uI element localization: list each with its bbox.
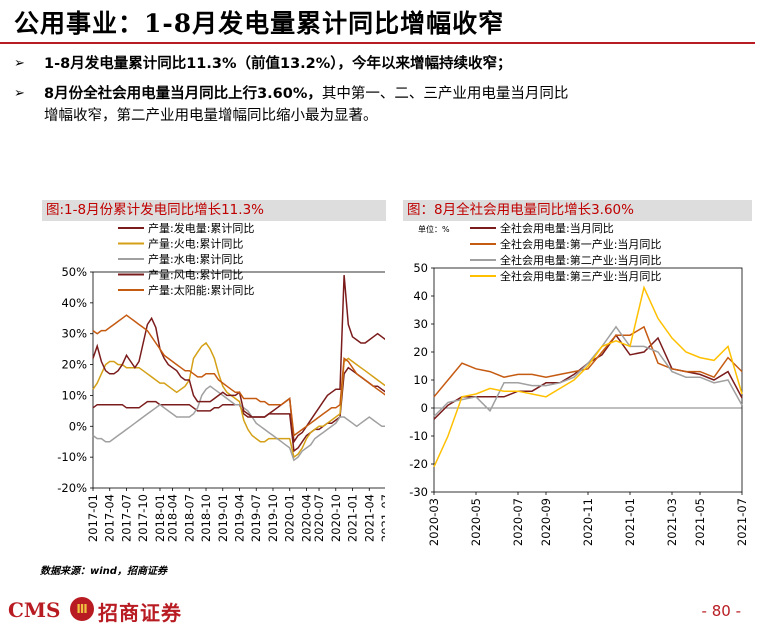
y-tick-label: 40% bbox=[61, 296, 87, 310]
y-tick-label: 50% bbox=[61, 265, 87, 279]
y-tick-label: -20% bbox=[57, 481, 87, 495]
bullet-2-text: 8月份全社会用电量当月同比上行3.60%，其中第一、二、三产业用电量当月同比 bbox=[44, 83, 568, 105]
bullet-2-rest: 其中第一、二、三产业用电量当月同比 bbox=[321, 86, 569, 102]
x-tick-label: 2020-05 bbox=[469, 498, 483, 546]
x-tick-label: 2020-01 bbox=[283, 494, 297, 542]
x-tick-label: 2020-11 bbox=[581, 498, 595, 546]
y-tick-label: 30% bbox=[61, 327, 87, 341]
legend-label: 产量:发电量:累计同比 bbox=[148, 222, 254, 235]
x-tick-label: 2017-10 bbox=[136, 494, 150, 542]
x-tick-label: 2021-04 bbox=[362, 494, 376, 542]
unit-label: 单位：% bbox=[418, 224, 450, 234]
x-tick-label: 2021-07 bbox=[735, 498, 749, 546]
bullet-arrow-icon: ➢ bbox=[14, 56, 25, 71]
x-tick-label: 2020-04 bbox=[299, 494, 313, 542]
logo-emblem-icon: Ⅲ bbox=[70, 597, 94, 621]
y-tick-label: -10 bbox=[409, 429, 428, 443]
x-tick-label: 2020-09 bbox=[539, 498, 553, 546]
x-tick-label: 2021-01 bbox=[346, 494, 360, 542]
series-line-5 bbox=[92, 314, 385, 437]
y-tick-label: 40 bbox=[413, 289, 428, 303]
legend-label: 全社会用电量:当月同比 bbox=[500, 222, 614, 235]
left-chart: 50%40%30%20%10%0%-10%-20%2017-01 2017-04 2… bbox=[57, 222, 385, 542]
x-tick-label: 2020-07 bbox=[511, 498, 525, 546]
y-tick-label: 10% bbox=[61, 388, 87, 402]
x-tick-label: 2021-03 bbox=[665, 498, 679, 546]
legend-label: 全社会用电量:第三产业:当月同比 bbox=[500, 269, 661, 283]
x-tick-label: 2021-01 bbox=[623, 498, 637, 546]
y-tick-label: 0 bbox=[421, 401, 428, 415]
x-tick-label: 2021-05 bbox=[693, 498, 707, 546]
series-line-1 bbox=[92, 366, 385, 453]
legend-label: 全社会用电量:第二产业:当月同比 bbox=[500, 253, 661, 267]
legend-label: 产量:风电:累计同比 bbox=[148, 268, 243, 282]
legend-label: 全社会用电量:第一产业:当月同比 bbox=[500, 237, 661, 251]
x-tick-label: 2018-04 bbox=[166, 494, 180, 542]
x-tick-label: 2017-07 bbox=[119, 494, 133, 542]
y-tick-label: 50 bbox=[413, 261, 428, 275]
x-tick-label: 2017-04 bbox=[103, 494, 117, 542]
logo-cn: 招商证券 bbox=[98, 601, 182, 625]
bullet-arrow-icon: ➢ bbox=[14, 86, 25, 101]
y-tick-label: 20 bbox=[413, 345, 428, 359]
x-tick-label: 2020-03 bbox=[427, 498, 441, 546]
bullet-2-bold: 8月份全社会用电量当月同比上行3.60%， bbox=[44, 86, 322, 102]
x-tick-label: 2021-07 bbox=[379, 494, 385, 542]
logo-cms: CMS bbox=[8, 598, 61, 622]
bullet-1-text: 1-8月发电量累计同比11.3%（前值13.2%），今年以来增幅持续收窄； bbox=[44, 56, 512, 72]
x-tick-label: 2019-07 bbox=[249, 494, 263, 542]
left-chart-title: 图:1-8月份累计发电同比增长11.3% bbox=[42, 200, 386, 221]
x-tick-label: 2017-01 bbox=[86, 494, 100, 542]
y-tick-label: -20 bbox=[409, 457, 428, 471]
y-tick-label: 30 bbox=[413, 317, 428, 331]
series-line-2 bbox=[433, 325, 743, 398]
y-tick-label: 0% bbox=[69, 419, 87, 433]
title-divider bbox=[0, 42, 755, 44]
page-number: - 80 - bbox=[701, 602, 741, 620]
series-line-3 bbox=[433, 325, 743, 417]
y-tick-label: -30 bbox=[409, 485, 428, 499]
x-tick-label: 2020-10 bbox=[329, 494, 343, 542]
series-line-4 bbox=[433, 285, 743, 468]
y-tick-label: 20% bbox=[61, 358, 87, 372]
y-tick-label: -10% bbox=[57, 450, 87, 464]
x-tick-label: 2020-07 bbox=[312, 494, 326, 542]
series-line-3 bbox=[92, 385, 385, 462]
x-tick-label: 2019-04 bbox=[233, 494, 247, 542]
legend-label: 产量:火电:累计同比 bbox=[148, 237, 243, 251]
plot-frame bbox=[92, 271, 385, 489]
legend-label: 产量:太阳能:累计同比 bbox=[148, 283, 254, 297]
x-tick-label: 2018-01 bbox=[153, 494, 167, 542]
bullet-2-line2: 增幅收窄，第二产业用电量增幅同比缩小最为显著。 bbox=[44, 108, 378, 124]
right-chart-title: 图：8月全社会用电量同比增长3.60% bbox=[403, 200, 752, 221]
legend-label: 产量:水电:累计同比 bbox=[148, 252, 243, 266]
page-title: 公用事业：1-8月发电量累计同比增幅收窄 bbox=[14, 9, 505, 38]
x-tick-label: 2019-10 bbox=[266, 494, 280, 542]
x-tick-label: 2018-10 bbox=[199, 494, 213, 542]
x-tick-label: 2019-01 bbox=[216, 494, 230, 542]
plot-frame bbox=[433, 267, 743, 493]
series-line-2 bbox=[92, 341, 385, 459]
data-source: 数据来源：wind，招商证券 bbox=[40, 566, 167, 577]
x-tick-label: 2018-07 bbox=[182, 494, 196, 542]
y-tick-label: 10 bbox=[413, 373, 428, 387]
